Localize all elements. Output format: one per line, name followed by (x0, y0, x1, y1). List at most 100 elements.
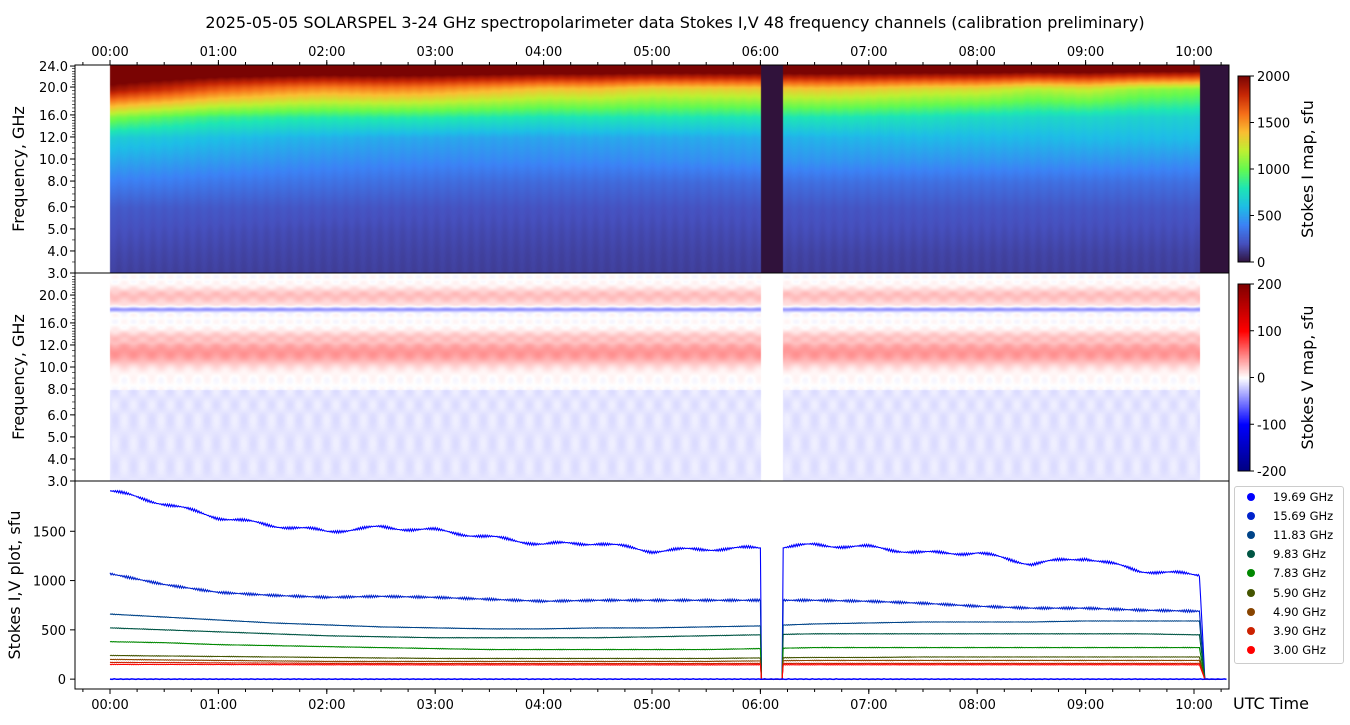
ytick-label: 1000 (33, 575, 66, 590)
ytick-label: 20.0 (39, 81, 68, 96)
ytick-label: 5.0 (47, 431, 68, 446)
xtick-label: 06:00 (742, 698, 779, 713)
ylabel-frequency: Frequency, GHz (9, 314, 28, 440)
colorbar-tick-label: 1000 (1257, 163, 1290, 178)
ytick-label: 6.0 (47, 201, 68, 216)
ytick-label: 500 (41, 624, 66, 639)
legend-item: 19.69 GHz (1235, 487, 1343, 506)
top-xtick-label: 06:00 (742, 45, 779, 60)
series-line-9-83-GHz (109, 627, 1222, 680)
legend-label: 3.90 GHz (1273, 623, 1326, 638)
legend-marker-icon (1247, 626, 1255, 635)
xlabel-utc-time: UTC Time (1233, 694, 1309, 713)
xtick-label: 10:00 (1175, 698, 1212, 713)
top-xtick-label: 03:00 (416, 45, 453, 60)
xtick-label: 03:00 (416, 698, 453, 713)
ytick-label: 3.0 (47, 267, 68, 282)
stokes-i-colorbar (1238, 76, 1250, 262)
top-xtick-label: 09:00 (1067, 45, 1104, 60)
ytick-label: 5.0 (47, 223, 68, 238)
colorbar-tick-label: 1500 (1257, 117, 1290, 132)
legend-marker-icon (1247, 530, 1255, 539)
series-line-15-69-GHz (109, 572, 1222, 680)
ytick-label: 8.0 (47, 175, 68, 190)
legend-item: 11.83 GHz (1235, 525, 1343, 544)
colorbar-tick-label: 0 (1257, 256, 1265, 271)
ytick-label: 0 (58, 673, 66, 688)
xtick-label: 00:00 (91, 698, 128, 713)
legend-marker-icon (1247, 588, 1255, 597)
colorbar-tick-label: 500 (1257, 210, 1282, 225)
legend-item: 9.83 GHz (1235, 545, 1343, 564)
ytick-label: 12.0 (39, 339, 68, 354)
legend-item: 4.90 GHz (1235, 602, 1343, 621)
legend-marker-icon (1247, 550, 1255, 559)
legend-marker-icon (1247, 569, 1255, 578)
colorbar-label: Stokes I map, sfu (1298, 100, 1317, 238)
ylabel-frequency: Frequency, GHz (9, 106, 28, 232)
xtick-label: 01:00 (200, 698, 237, 713)
ylabel-stokes-plot: Stokes I,V plot, sfu (5, 511, 24, 660)
legend: 19.69 GHz 15.69 GHz 11.83 GHz 9.83 GHz 7.83 … (1234, 486, 1344, 664)
colorbar-frame (1237, 283, 1251, 472)
top-xtick-label: 07:00 (850, 45, 887, 60)
legend-label: 5.90 GHz (1273, 585, 1326, 600)
legend-label: 15.69 GHz (1273, 508, 1334, 523)
ytick-label: 24.0 (39, 60, 68, 75)
xtick-label: 02:00 (308, 698, 345, 713)
top-xtick-label: 01:00 (200, 45, 237, 60)
ytick-label: 10.0 (39, 361, 68, 376)
stokes-v-line (109, 678, 1227, 681)
xtick-label: 08:00 (958, 698, 995, 713)
ytick-label: 4.0 (47, 245, 68, 260)
legend-label: 9.83 GHz (1273, 547, 1326, 562)
stokes-i-heatmap (75, 65, 1229, 273)
colorbar-tick-label: 0 (1257, 372, 1265, 387)
ytick-label: 1500 (33, 525, 66, 540)
colorbar-tick-label: 2000 (1257, 70, 1290, 85)
legend-marker-icon (1247, 511, 1255, 520)
legend-label: 7.83 GHz (1273, 566, 1326, 581)
legend-label: 3.00 GHz (1273, 643, 1326, 658)
legend-marker-icon (1247, 607, 1255, 616)
ytick-label: 12.0 (39, 131, 68, 146)
ytick-label: 16.0 (39, 317, 68, 332)
series-line-3-00-GHz (109, 663, 1222, 680)
ytick-label: 20.0 (39, 289, 68, 304)
top-xtick-label: 10:00 (1175, 45, 1212, 60)
legend-label: 4.90 GHz (1273, 604, 1326, 619)
legend-item: 15.69 GHz (1235, 506, 1343, 525)
colorbar-label: Stokes V map, sfu (1298, 305, 1317, 449)
ytick-label: 16.0 (39, 109, 68, 124)
colorbar-tick-label: -100 (1257, 418, 1287, 433)
colorbar-frame (1237, 75, 1251, 263)
panel-frame-3 (74, 480, 1230, 690)
top-xtick-label: 02:00 (308, 45, 345, 60)
series-line-11-83-GHz (109, 613, 1222, 680)
ytick-label: 3.0 (47, 475, 68, 490)
ytick-label: 4.0 (47, 453, 68, 468)
panel-frame-2 (74, 272, 1230, 482)
ytick-label: 6.0 (47, 409, 68, 424)
ytick-label: 8.0 (47, 383, 68, 398)
stokes-v-heatmap (75, 273, 1229, 481)
ytick-label: 10.0 (39, 153, 68, 168)
colorbar-tick-label: 200 (1257, 278, 1282, 293)
panel-frame-1 (74, 64, 1230, 274)
legend-label: 19.69 GHz (1273, 489, 1334, 504)
top-xtick-label: 04:00 (525, 45, 562, 60)
colorbar-tick-label: 100 (1257, 325, 1282, 340)
legend-item: 7.83 GHz (1235, 564, 1343, 583)
legend-item: 3.00 GHz (1235, 641, 1343, 660)
series-line-4-90-GHz (109, 658, 1222, 680)
top-xtick-label: 00:00 (91, 45, 128, 60)
top-xtick-label: 05:00 (633, 45, 670, 60)
series-line-19-69-GHz (109, 489, 1222, 680)
xtick-label: 09:00 (1067, 698, 1104, 713)
legend-item: 5.90 GHz (1235, 583, 1343, 602)
xtick-label: 04:00 (525, 698, 562, 713)
legend-item: 3.90 GHz (1235, 621, 1343, 640)
top-xtick-label: 08:00 (958, 45, 995, 60)
